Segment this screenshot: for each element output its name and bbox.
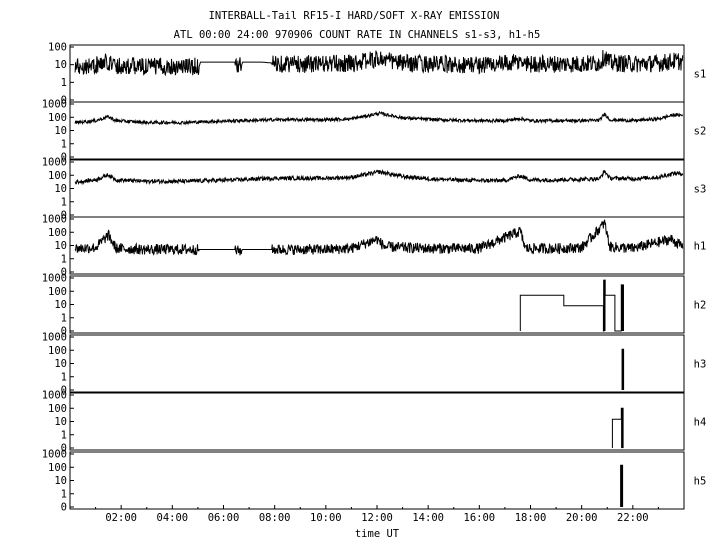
x-axis: 02:00 04:00 06:00 08:00 10:00 12:00 14:00 16:00… bbox=[95, 505, 659, 524]
panel-frame-h5 bbox=[69, 451, 685, 510]
y-tick-label: 100 bbox=[48, 345, 67, 357]
spike-bar-h4 bbox=[621, 408, 624, 449]
panel-label-h3: h3 bbox=[694, 359, 707, 371]
spike-bar-h5 bbox=[620, 465, 623, 507]
y-tick-label: 1000 bbox=[42, 214, 67, 226]
y-tick-label: 1 bbox=[61, 77, 67, 89]
y-tick-label: 0 bbox=[61, 443, 67, 455]
x-tick-label: 10:00 bbox=[310, 512, 342, 524]
y-tick-label: 100 bbox=[48, 403, 67, 415]
panel-frame-h3 bbox=[69, 334, 685, 393]
y-tick-label: 0 bbox=[61, 326, 67, 338]
panel-frame-h2 bbox=[69, 275, 685, 334]
panel-label-h1: h1 bbox=[694, 241, 707, 253]
spike-bar-h3 bbox=[621, 349, 624, 390]
y-tick-label: 100 bbox=[48, 462, 67, 474]
y-tick-label: 100 bbox=[48, 42, 67, 54]
panel-label-s1: s1 bbox=[694, 69, 707, 81]
panel-frame-h4 bbox=[69, 392, 685, 451]
series-line-h1 bbox=[74, 219, 684, 256]
y-tick-label: 1 bbox=[61, 371, 67, 383]
x-tick-label: 08:00 bbox=[259, 512, 291, 524]
y-tick-label: 10 bbox=[54, 59, 67, 71]
y-tick-label: 1000 bbox=[42, 332, 67, 344]
y-tick-label: 100 bbox=[48, 227, 67, 239]
panel-label-s2: s2 bbox=[694, 126, 707, 138]
y-tick-label: 1000 bbox=[42, 99, 67, 111]
y-tick-label: 1000 bbox=[42, 273, 67, 285]
x-tick-label: 06:00 bbox=[208, 512, 240, 524]
y-tick-label: 100 bbox=[48, 112, 67, 124]
y-tick-label: 1 bbox=[61, 138, 67, 150]
y-tick-label: 10 bbox=[54, 358, 67, 370]
panel-label-h5: h5 bbox=[694, 476, 707, 488]
y-tick-label: 1 bbox=[61, 253, 67, 265]
y-tick-label: 0 bbox=[61, 152, 67, 164]
y-tick-label: 0 bbox=[61, 210, 67, 222]
panel-frame-s3 bbox=[69, 159, 685, 218]
x-tick-label: 18:00 bbox=[515, 512, 547, 524]
series-line-s1 bbox=[74, 49, 684, 77]
y-tick-label: 0 bbox=[61, 502, 67, 514]
x-tick-label: 16:00 bbox=[464, 512, 496, 524]
y-tick-label: 1000 bbox=[42, 449, 67, 461]
x-tick-label: 14:00 bbox=[412, 512, 444, 524]
y-tick-label: 1 bbox=[61, 429, 67, 441]
x-tick-label: 02:00 bbox=[105, 512, 137, 524]
panel-label-h4: h4 bbox=[694, 417, 707, 429]
spike-bar-h2 bbox=[621, 284, 624, 331]
x-axis-label: time UT bbox=[355, 528, 400, 540]
y-tick-label: 10 bbox=[54, 416, 67, 428]
spike-bar-h2 bbox=[603, 280, 606, 331]
chart-title: INTERBALL-Tail RF15-I HARD/SOFT X-RAY EM… bbox=[209, 10, 500, 22]
y-tick-label: 1 bbox=[61, 312, 67, 324]
y-tick-label: 100 bbox=[48, 170, 67, 182]
panels-group: 1001010s110001001010s210001001010s310001… bbox=[42, 42, 707, 514]
panel-label-s3: s3 bbox=[694, 184, 707, 196]
series-line-s2 bbox=[74, 110, 684, 126]
y-tick-label: 10 bbox=[54, 475, 67, 487]
y-tick-label: 1 bbox=[61, 488, 67, 500]
y-tick-label: 1000 bbox=[42, 390, 67, 402]
series-line-h2 bbox=[519, 279, 624, 332]
panel-frame-s2 bbox=[69, 101, 685, 160]
y-tick-label: 1 bbox=[61, 196, 67, 208]
y-tick-label: 10 bbox=[54, 183, 67, 195]
y-tick-label: 10 bbox=[54, 299, 67, 311]
x-tick-label: 12:00 bbox=[361, 512, 393, 524]
x-tick-label: 20:00 bbox=[566, 512, 598, 524]
series-line-s3 bbox=[74, 169, 684, 186]
y-tick-label: 10 bbox=[54, 240, 67, 252]
panel-label-h2: h2 bbox=[694, 300, 707, 312]
y-tick-label: 0 bbox=[61, 267, 67, 279]
y-tick-label: 0 bbox=[61, 95, 67, 107]
x-tick-label: 04:00 bbox=[157, 512, 189, 524]
y-tick-label: 10 bbox=[54, 125, 67, 137]
y-tick-label: 0 bbox=[61, 385, 67, 397]
x-tick-label: 22:00 bbox=[617, 512, 649, 524]
chart-subtitle: ATL 00:00 24:00 970906 COUNT RATE IN CHA… bbox=[174, 29, 541, 41]
y-tick-label: 1000 bbox=[42, 157, 67, 169]
y-tick-label: 100 bbox=[48, 286, 67, 298]
